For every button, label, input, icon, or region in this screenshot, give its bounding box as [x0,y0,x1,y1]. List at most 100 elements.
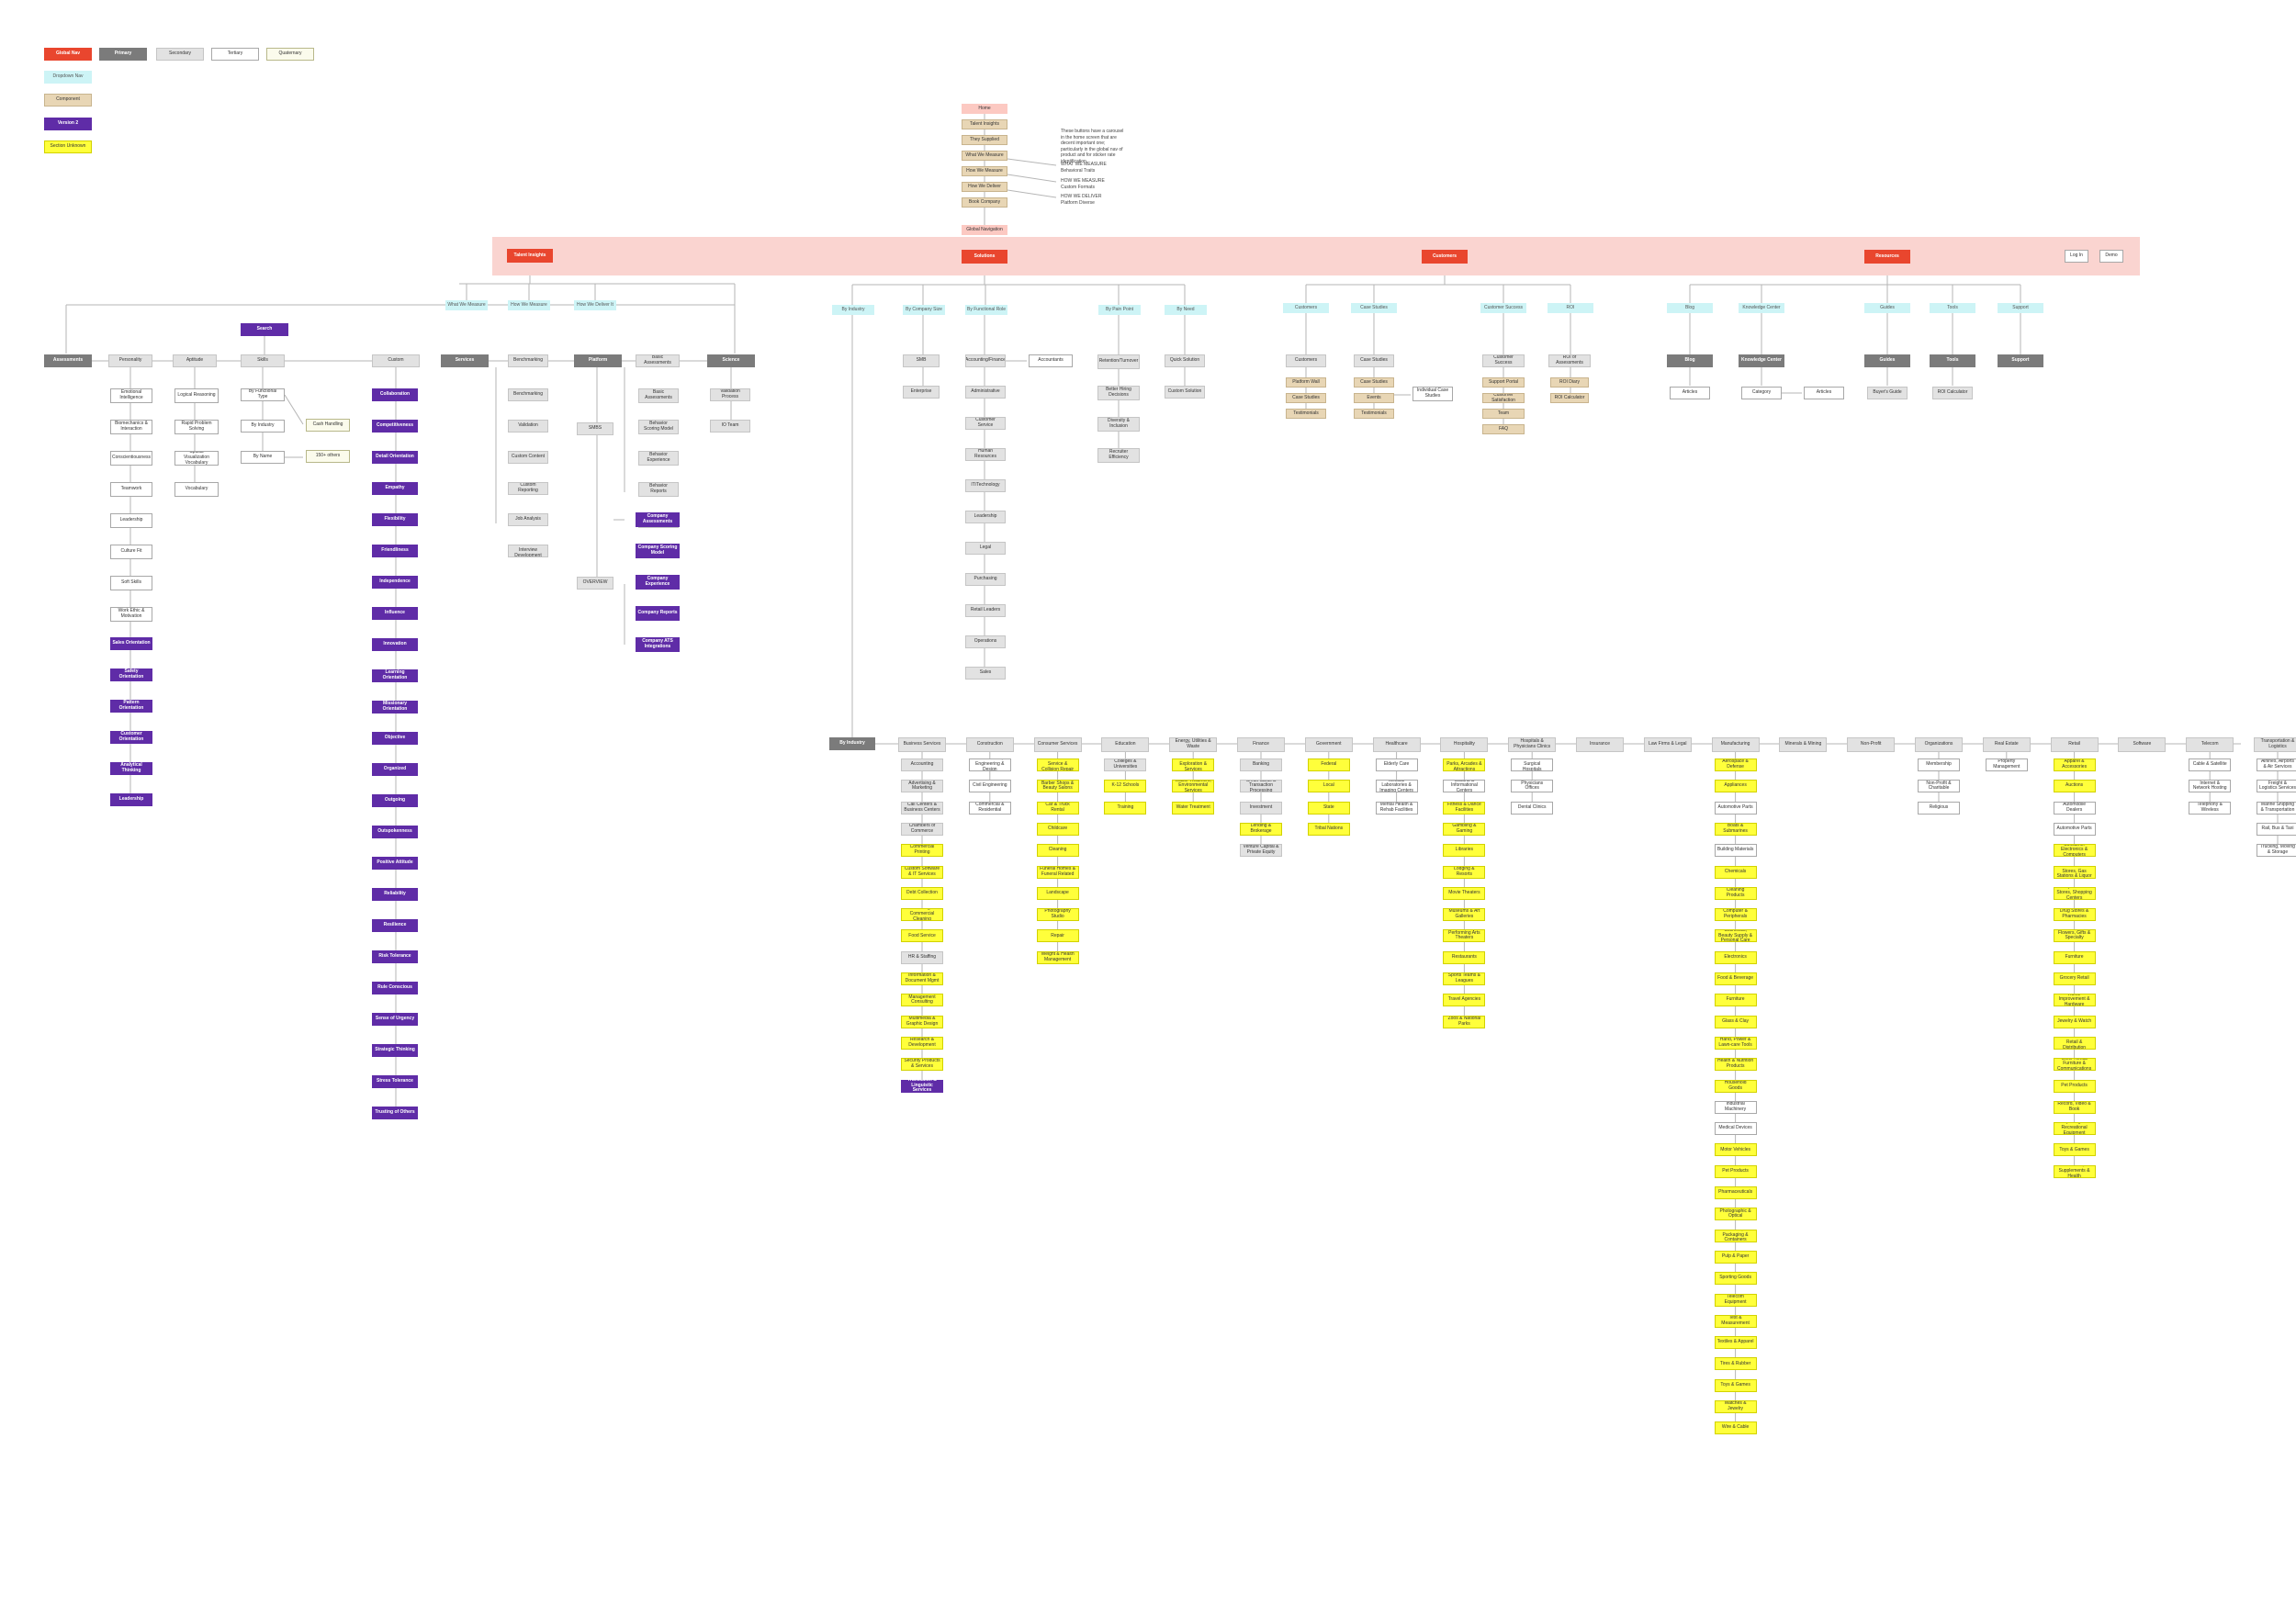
industry-retail-vitamins-supplements-health: Vitamins, Supplements & Health [2053,1164,2096,1178]
custom-v2-resilience: Resilience [372,919,418,932]
global-nav-customers[interactable]: Customers [1422,250,1468,264]
industry-manufacturing-sporting-goods: Sporting Goods [1714,1272,1757,1286]
industry-real-estate: Real Estate [1982,737,2031,752]
dropdown-what-we-measure[interactable]: What We Measure [445,300,488,310]
custom-v2-independence: Independence [372,576,418,589]
custom-v2-stress-tolerance: Stress Tolerance [372,1075,418,1088]
legend-quaternary: Quaternary [266,48,314,61]
industry-manufacturing-boats-submarines: Boats & Submarines [1714,822,1757,836]
industry-retail-automobile-dealers: Automobile Dealers [2053,801,2096,815]
solutions-tab-by-functional-role[interactable]: By Functional Role [965,305,1007,315]
industry-manufacturing-toys-games: Toys & Games [1714,1378,1757,1392]
custom-v2-risk-tolerance: Risk Tolerance [372,950,418,963]
custom-v2-trusting-of-others: Trusting of Others [372,1107,418,1119]
industry-manufacturing-telecom-equipment: Telecom Equipment [1714,1293,1757,1307]
legend-tertiary: Tertiary [211,48,259,61]
customers-tab-customer-success[interactable]: Customer Success [1480,303,1526,313]
industry-transportation-logistics-trucking-moving-storage: Trucking, Moving & Storage [2257,844,2296,858]
roi-node: ROI of Assessments [1548,354,1591,367]
category-articles: Articles [1804,387,1844,399]
industry-manufacturing-test-measurement: Test & Measurement [1714,1314,1757,1328]
industry-retail-other-rental-furniture-communications: Other Rental Furniture & Communications [2053,1058,2096,1072]
industry-business-services-multimedia-graphic-design: Multimedia & Graphic Design [901,1015,943,1028]
custom-v2-collaboration: Collaboration [372,388,418,401]
local-nav-what-we-measure[interactable]: What We Measure [962,151,1007,161]
solutions-tab-by-pain-point[interactable]: By Pain Point [1098,305,1141,315]
personality-v2-customer-orientation: Customer Orientation [110,731,152,744]
industry-finance-venture-capital-private-equity: Venture Capital & Private Equity [1240,844,1282,858]
platform-behavior-scoring-model: Behavior Scoring Model [638,420,679,434]
industry-manufacturing-plastic-packaging-containers: Plastic, Packaging & Containers [1714,1229,1757,1242]
blog-node: Blog [1667,354,1713,367]
custom-v2-missionary-orientation: Missionary Orientation [372,701,418,713]
local-nav-they-supplied[interactable]: They Supplied [962,135,1007,145]
personality-v2-analytical-thinking: Analytical Thinking [110,762,152,775]
global-nav-resources[interactable]: Resources [1864,250,1910,264]
case-studies-events: Events [1354,393,1394,403]
global-nav-solutions[interactable]: Solutions [962,250,1007,264]
industry-consumer-services-car-truck-rental: Car & Truck Rental [1036,801,1079,815]
customers-node: Customers [1286,354,1326,367]
industry-retail-record-video-book: Record, Video & Book [2053,1100,2096,1114]
resources-tab-guides[interactable]: Guides [1864,303,1910,313]
industry-retail-convenience-stores-gas-stations-liquor: Convenience Stores, Gas Stations & Liquo… [2053,865,2096,879]
customers-platform-wall: Platform Wall [1286,377,1326,388]
industry-organizations-religious: Religious [1918,801,1960,815]
industry-construction-civil-engineering: Civil Engineering [968,780,1011,793]
industry-manufacturing-tires-rubber: Tires & Rubber [1714,1357,1757,1371]
local-nav-book-company[interactable]: Book Company [962,197,1007,208]
industry-government-local: Local [1307,780,1350,793]
demo-button[interactable]: Demo [2099,250,2123,263]
resources-tab-knowledge-center[interactable]: Knowledge Center [1739,303,1784,313]
industry-manufacturing-pulp-paper: Pulp & Paper [1714,1250,1757,1264]
roi-calculator: ROI Calculator [1932,387,1973,399]
industry-retail-grocery-retail: Grocery Retail [2053,972,2096,985]
legend-version-2: Version 2 [44,118,92,130]
platform-v2-company-scoring-model: Company Scoring Model [636,544,680,558]
customers-tab-case-studies[interactable]: Case Studies [1351,303,1397,313]
personality-culture-fit: Culture Fit [110,545,152,559]
resources-tab-blog[interactable]: Blog [1667,303,1713,313]
connector [1007,158,1057,166]
solutions-tab-by-need[interactable]: By Need [1165,305,1207,315]
solutions-tab-by-company-size[interactable]: By Company Size [903,305,945,315]
legend-dropdown-nav: Dropdown Nav [44,71,92,84]
industry-hospitality-restaurants: Restaurants [1443,950,1486,964]
industry-manufacturing-furniture: Furniture [1714,994,1757,1007]
customers-tab-customers[interactable]: Customers [1283,303,1329,313]
industry-finance-investment: Investment [1240,801,1282,815]
login-button[interactable]: Log In [2065,250,2088,263]
industry-consumer-services-landscape: Landscape [1036,886,1079,900]
industry-manufacturing-appliances: Appliances [1714,780,1757,793]
dropdown-how-we-measure[interactable]: How We Measure [508,300,550,310]
customers-tab-roi[interactable]: ROI [1548,303,1593,313]
local-nav-how-we-measure[interactable]: How We Measure [962,166,1007,176]
resources-tab-support[interactable]: Support [1998,303,2043,313]
local-nav-how-we-deliver[interactable]: How We Deliver [962,182,1007,192]
services-custom-content: Custom Content [508,451,548,464]
customer-success-customer-satisfaction: Customer Satisfaction [1482,393,1525,403]
industry-retail-pet-products: Pet Products [2053,1079,2096,1093]
case-studies-testimonials: Testimonials [1354,409,1394,419]
industry-organizations-non-profit-charitable: Non-Profit & Charitable [1918,780,1960,793]
industry-consumer-services-funeral-homes-funeral-related: Funeral Homes & Funeral Related [1036,865,1079,879]
search-node[interactable]: Search [241,323,288,336]
functional-role-legal: Legal [965,542,1006,555]
industry-construction-commercial-residential: Commercial & Residential [968,801,1011,815]
case-studies-node: Case Studies [1354,354,1394,367]
industry-energy-utilities-waste-water-treatment: Water Treatment [1172,801,1215,815]
solutions-tab-by-industry[interactable]: By Industry [832,305,874,315]
dropdown-how-we-deliver[interactable]: How We Deliver It [574,300,616,310]
industry-finance-credit-cards-transaction-processing: Credit Cards & Transaction Processing [1240,780,1282,793]
case-studies-case-studies: Case Studies [1354,377,1394,388]
industry-manufacturing-computer-peripherals: Computer & Peripherals [1714,908,1757,922]
global-nav-talent-insights[interactable]: Talent Insights [507,249,553,263]
legend-section-unknown: Section Unknown [44,140,92,153]
local-nav-talent-insights[interactable]: Talent Insights [962,119,1007,129]
resources-tab-tools[interactable]: Tools [1930,303,1975,313]
local-nav-home[interactable]: Home [962,104,1007,114]
functional-role-human-resources: Human Resources [965,448,1006,461]
industry-hospitality-lodging-resorts: Lodging & Resorts [1443,865,1486,879]
functional-role-purchasing: Purchasing [965,573,1006,586]
